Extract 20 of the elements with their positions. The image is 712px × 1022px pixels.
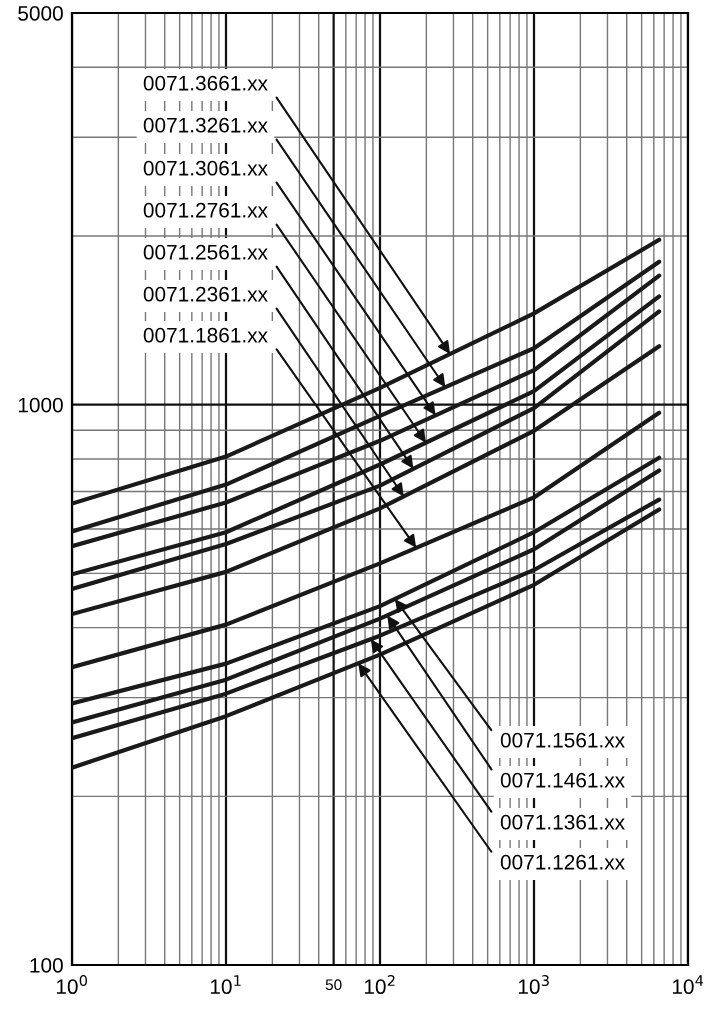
x-tick-label: 10$^{3}$ (518, 975, 549, 995)
x-tick-label: 10$^{2}$ (364, 975, 395, 995)
text: 0071.2761.xx (143, 202, 268, 218)
x-tick-label: 10$^{1}$ (210, 975, 241, 995)
text: 0071.2361.xx (143, 286, 268, 302)
x-tick-label: 50 (325, 979, 342, 991)
x-tick-label: 10$^{4}$ (672, 975, 704, 995)
text: 0071.2561.xx (143, 244, 268, 260)
text: 0071.1561.xx (500, 732, 625, 748)
text: 0071.1261.xx (500, 854, 625, 870)
text: 0071.3261.xx (143, 117, 268, 133)
x-tick-label: 10$^{0}$ (56, 975, 88, 995)
text: 0071.1861.xx (143, 327, 268, 343)
y-tick-label: 1000 (18, 397, 63, 413)
y-tick-label: 5000 (18, 6, 63, 21)
text: 0071.3661.xx (143, 75, 268, 91)
text: 0071.1361.xx (500, 814, 625, 830)
text: 0071.1461.xx (500, 772, 625, 788)
y-tick-label: 100 (30, 958, 63, 973)
text: 0071.3061.xx (143, 160, 268, 176)
